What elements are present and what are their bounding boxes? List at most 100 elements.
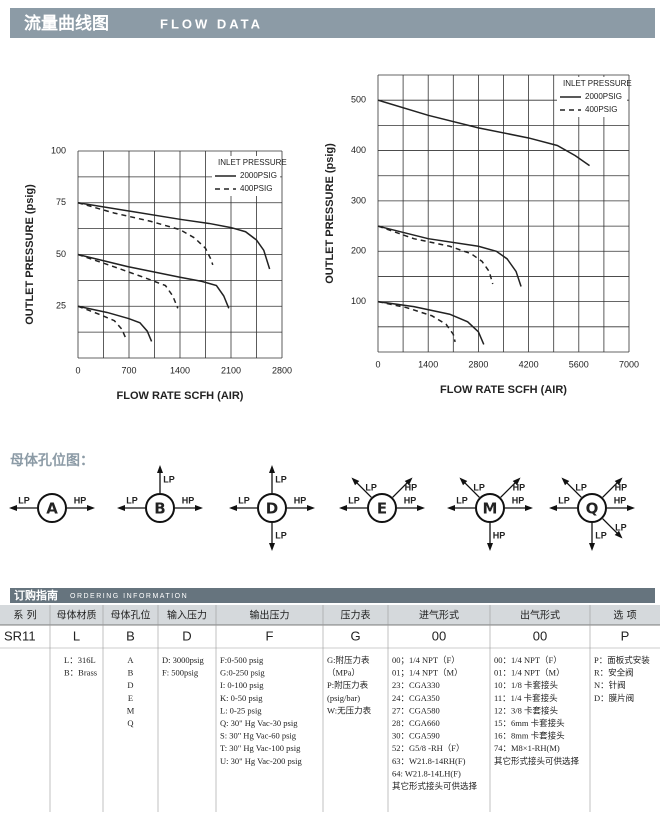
table-code: D bbox=[182, 628, 191, 643]
curve bbox=[377, 99, 590, 167]
y-tick-label: 100 bbox=[51, 145, 66, 155]
table-detail: F: 500psig bbox=[162, 668, 199, 678]
port-label: LP bbox=[275, 474, 287, 484]
y-tick-label: 300 bbox=[351, 195, 366, 205]
arrow-head bbox=[269, 543, 275, 551]
port-body bbox=[37, 493, 67, 523]
ordering-title-en: ORDERING INFORMATION bbox=[70, 593, 188, 600]
x-tick-label: 0 bbox=[75, 365, 80, 375]
table-detail: 64: W21.8-14LH(F) bbox=[392, 768, 461, 778]
arrow-head bbox=[87, 505, 95, 511]
y-tick-label: 25 bbox=[56, 301, 66, 311]
table-detail: K: 0-50 psig bbox=[220, 693, 263, 703]
y-tick-label: 50 bbox=[56, 249, 66, 259]
table-detail: Q: 30" Hg Vac-30 psig bbox=[220, 718, 298, 728]
table-header: 输出压力 bbox=[250, 609, 290, 622]
table-header: 输入压力 bbox=[167, 609, 207, 622]
arrow-head bbox=[512, 477, 521, 486]
table-detail: D bbox=[127, 680, 133, 690]
table-detail: 28：CGA660 bbox=[392, 718, 440, 728]
port-label: LP bbox=[238, 495, 250, 505]
table-code: F bbox=[266, 628, 274, 643]
port-body bbox=[367, 493, 397, 523]
table-code: L bbox=[73, 628, 80, 643]
table-detail: 10：1/8 卡套接头 bbox=[494, 680, 558, 690]
table-code: P bbox=[621, 628, 630, 643]
port-label: HP bbox=[182, 495, 195, 505]
port-label: LP bbox=[275, 530, 287, 540]
legend-title: INLET PRESSURE bbox=[563, 79, 632, 88]
port-label: HP bbox=[74, 495, 87, 505]
x-tick-label: 0 bbox=[375, 359, 380, 369]
table-detail: 00：1/4 NPT（F） bbox=[494, 655, 562, 665]
arrow-head bbox=[195, 505, 203, 511]
x-axis-label: FLOW RATE SCFH (AIR) bbox=[117, 390, 244, 402]
arrow-head bbox=[614, 477, 623, 486]
y-tick-label: 500 bbox=[351, 95, 366, 105]
x-tick-label: 2800 bbox=[468, 359, 488, 369]
table-header: 压力表 bbox=[341, 609, 371, 622]
port-label: HP bbox=[493, 530, 506, 540]
x-axis-label: FLOW RATE SCFH (AIR) bbox=[440, 384, 567, 396]
arrow-head bbox=[269, 465, 275, 473]
arrow-head bbox=[9, 505, 17, 511]
table-detail: D: 3000psig bbox=[162, 655, 205, 665]
table-code: B bbox=[126, 628, 135, 643]
port-label: HP bbox=[512, 495, 525, 505]
arrow-head bbox=[561, 477, 570, 486]
table-code: 00 bbox=[432, 628, 446, 643]
arrow-head bbox=[549, 505, 557, 511]
header-title-cn: 流量曲线图 bbox=[24, 13, 109, 34]
table-detail: （MPa） bbox=[327, 668, 360, 678]
arrow-head bbox=[459, 477, 468, 486]
ports-title: 母体孔位图： bbox=[10, 452, 94, 469]
arrow-head bbox=[339, 505, 347, 511]
curve bbox=[77, 305, 153, 342]
table-detail: D：膜片阀 bbox=[594, 693, 634, 703]
port-label: LP bbox=[365, 482, 377, 492]
table-detail: S: 30" Hg Vac-60 psig bbox=[220, 731, 297, 741]
header-bar bbox=[10, 8, 655, 38]
table-detail: 00；1/4 NPT（F） bbox=[392, 655, 460, 665]
port-label: HP bbox=[614, 495, 627, 505]
header-title-en: FLOW DATA bbox=[160, 16, 263, 31]
y-tick-label: 100 bbox=[351, 296, 366, 306]
arrow-head bbox=[404, 477, 413, 486]
table-detail: Q bbox=[127, 718, 133, 728]
table-header: 进气形式 bbox=[419, 609, 459, 622]
legend-label: 400PSIG bbox=[585, 105, 617, 114]
port-letter: Q bbox=[586, 500, 599, 518]
table-detail: F:0-500 psig bbox=[220, 655, 264, 665]
port-letter: M bbox=[483, 500, 498, 518]
port-label: LP bbox=[615, 522, 627, 532]
table-code: G bbox=[350, 628, 360, 643]
x-tick-label: 4200 bbox=[519, 359, 539, 369]
table-detail: G:附压力表 bbox=[327, 655, 370, 665]
port-label: LP bbox=[558, 495, 570, 505]
table-code: SR11 bbox=[4, 628, 36, 643]
port-label: LP bbox=[595, 530, 607, 540]
curve bbox=[377, 225, 522, 287]
legend-label: 400PSIG bbox=[240, 184, 272, 193]
x-tick-label: 2800 bbox=[272, 365, 292, 375]
port-letter: E bbox=[377, 500, 387, 518]
arrow-head bbox=[417, 505, 425, 511]
table-detail: T: 30" Hg Vac-100 psig bbox=[220, 743, 301, 753]
table-detail: U: 30" Hg Vac-200 psig bbox=[220, 756, 302, 766]
y-axis-label: OUTLET PRESSURE (psig) bbox=[324, 143, 336, 284]
legend-label: 2000PSIG bbox=[240, 171, 277, 180]
table-detail: W:无压力表 bbox=[327, 705, 372, 715]
x-tick-label: 1400 bbox=[170, 365, 190, 375]
ordering-title-cn: 订购指南 bbox=[14, 588, 58, 602]
table-detail: 30：CGA590 bbox=[392, 731, 440, 741]
table-detail: A bbox=[127, 655, 134, 665]
table-detail: (psig/bar) bbox=[327, 693, 360, 703]
table-detail: 74：M8×1-RH(M) bbox=[494, 743, 560, 753]
table-detail: L: 0-25 psig bbox=[220, 705, 262, 715]
table-detail: L：316L bbox=[64, 655, 96, 665]
port-letter: A bbox=[46, 500, 58, 518]
curve bbox=[377, 225, 494, 285]
y-tick-label: 400 bbox=[351, 145, 366, 155]
